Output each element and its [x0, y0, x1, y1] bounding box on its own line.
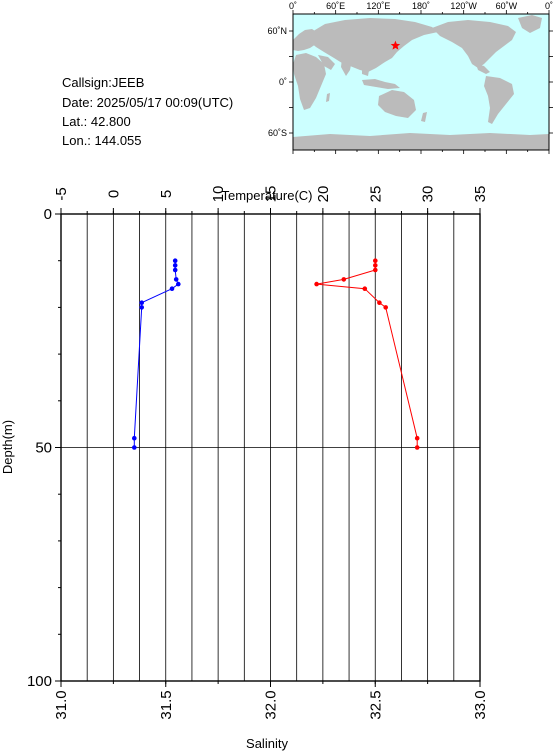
temperature-axis-label: Temperature(C) [221, 188, 312, 203]
land-africa [293, 53, 326, 110]
land-india [341, 58, 352, 76]
map-lat-label: 60˚S [268, 128, 287, 138]
temperature-point [139, 305, 144, 310]
temperature-point [172, 267, 178, 273]
land-central-america [476, 64, 490, 74]
salinity-point [414, 445, 420, 450]
temperature-point [139, 300, 144, 306]
map-tick-marks [289, 10, 553, 154]
salinity-point [373, 263, 378, 268]
salinity-tick-label: 31.0 [53, 690, 70, 719]
temperature-point [173, 277, 179, 282]
map-lon-label: 0˚ [289, 1, 297, 11]
salinity-tick-label: 32.0 [263, 690, 280, 719]
land-indochina [362, 62, 370, 76]
salinity-point [341, 277, 347, 282]
temperature-point [176, 281, 181, 287]
temperature-tick-label: 0 [105, 190, 122, 198]
land-greenland [518, 15, 542, 33]
temperature-point [132, 435, 137, 441]
map-lon-label: 180˚ [412, 1, 430, 11]
map-lat-label: 0˚ [279, 77, 287, 87]
land-madagascar [326, 93, 330, 102]
salinity-tick-label: 31.5 [158, 690, 175, 719]
map-lon-label: 60˚W [496, 1, 518, 11]
map-lon-label: 120˚W [450, 1, 477, 11]
temperature-tick-label: 10 [210, 186, 227, 203]
salinity-point [373, 258, 378, 264]
temperature-point [132, 445, 137, 450]
map-lon-label: 120˚E [366, 1, 390, 11]
land-australia [378, 90, 416, 118]
station-info: Callsign:JEEB Date: 2025/05/17 00:09(UTC… [62, 75, 233, 148]
chart-series [132, 258, 420, 450]
temperature-tick-label: 30 [420, 186, 437, 203]
map-lon-label: 0˚ [545, 1, 553, 11]
salinity-tick-label: 32.5 [367, 690, 384, 719]
latitude-text: Lat.: 42.800 [62, 114, 131, 129]
land-antarctica [293, 133, 549, 150]
callsign-text: Callsign:JEEB [62, 75, 144, 90]
chart-grid [60, 214, 481, 681]
land-north-america [432, 20, 516, 68]
depth-tick-label: 50 [35, 440, 52, 457]
temperature-point [172, 263, 178, 268]
temperature-tick-label: -5 [53, 187, 70, 200]
salinity-point [362, 286, 368, 292]
salinity-point [414, 435, 420, 441]
longitude-text: Lon.: 144.055 [62, 133, 142, 148]
map-lat-label: 60˚N [267, 26, 287, 36]
map-longitude-labels: 0˚ 60˚E 120˚E 180˚ 120˚W 60˚W 0˚ [289, 1, 553, 11]
temperature-tick-label: 25 [367, 186, 384, 203]
land-new-zealand [421, 112, 427, 122]
depth-tick-label: 100 [27, 673, 52, 690]
date-text: Date: 2025/05/17 00:09(UTC) [62, 95, 233, 110]
salinity-point [383, 305, 389, 310]
temperature-tick-label: 15 [263, 186, 280, 203]
depth-axis-label: Depth(m) [0, 420, 15, 474]
salinity-tick-label: 33.0 [472, 690, 489, 719]
salinity-axis-label: Salinity [246, 736, 288, 751]
temperature-point [169, 286, 175, 292]
salinity-point [314, 281, 319, 287]
temperature-tick-label: 20 [315, 186, 332, 203]
station-marker [390, 40, 401, 50]
salinity-point [373, 267, 378, 273]
temperature-point [172, 258, 178, 264]
world-map: 0˚ 60˚E 120˚E 180˚ 120˚W 60˚W 0˚ 60˚N 0˚ 60˚S [267, 1, 553, 154]
map-latitude-labels: 60˚N 0˚ 60˚S [267, 26, 287, 138]
land-arabia [318, 55, 335, 70]
land-south-america [484, 76, 514, 124]
temperature-tick-label: 5 [158, 190, 175, 198]
depth-tick-label: 0 [44, 206, 52, 223]
map-lon-label: 60˚E [326, 1, 345, 11]
temperature-tick-label: 35 [472, 186, 489, 203]
salinity-point [377, 300, 382, 306]
land-indonesia [362, 79, 400, 89]
map-land [293, 15, 549, 150]
